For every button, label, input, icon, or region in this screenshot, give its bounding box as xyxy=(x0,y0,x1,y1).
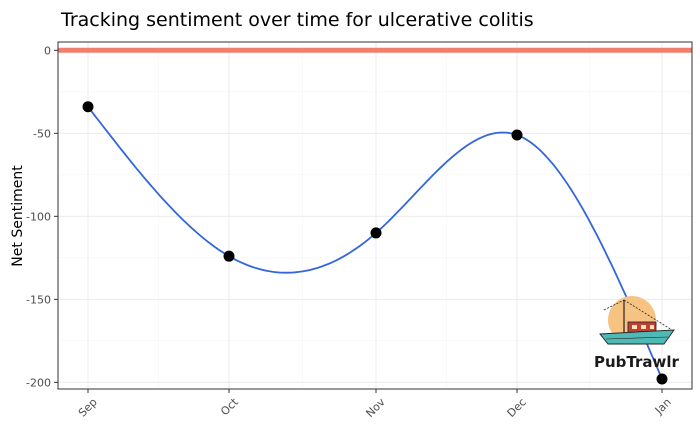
grid xyxy=(58,42,692,389)
y-tick-label: -100 xyxy=(26,210,51,223)
smooth-line-group xyxy=(87,106,663,380)
x-tick-label: Dec xyxy=(505,396,529,420)
x-tick-label: Jan xyxy=(652,396,674,418)
data-point xyxy=(511,129,523,141)
data-point xyxy=(223,250,235,262)
y-axis: 0 -50 -100 -150 -200 xyxy=(26,44,58,389)
logo-hull-stripe xyxy=(605,336,669,340)
smooth-line xyxy=(87,106,663,380)
logo-window xyxy=(650,325,654,329)
y-tick-label: -200 xyxy=(26,376,51,389)
y-axis-title: Net Sentiment xyxy=(10,165,26,267)
points-group xyxy=(82,101,668,385)
logo-net-line xyxy=(603,299,625,311)
x-tick-label: Oct xyxy=(218,395,241,418)
x-axis: Sep Oct Nov Dec Jan xyxy=(76,389,674,420)
logo-text: PubTrawlr xyxy=(594,353,680,371)
logo-hull xyxy=(599,329,675,345)
y-tick-label: -50 xyxy=(33,127,51,140)
x-tick-label: Sep xyxy=(76,396,100,420)
x-tick-label: Nov xyxy=(363,395,388,420)
logo-rope-line xyxy=(623,299,673,331)
panel-border xyxy=(57,41,693,390)
y-tick-label: 0 xyxy=(44,44,51,57)
y-tick-label: -150 xyxy=(26,293,51,306)
logo-window xyxy=(641,325,646,329)
logo-window xyxy=(632,325,637,329)
data-point xyxy=(82,101,94,113)
pubtrawlr-logo: PubTrawlr xyxy=(594,296,680,371)
data-point xyxy=(370,227,382,239)
chart-title: Tracking sentiment over time for ulcerat… xyxy=(60,9,534,31)
data-point xyxy=(656,373,668,385)
